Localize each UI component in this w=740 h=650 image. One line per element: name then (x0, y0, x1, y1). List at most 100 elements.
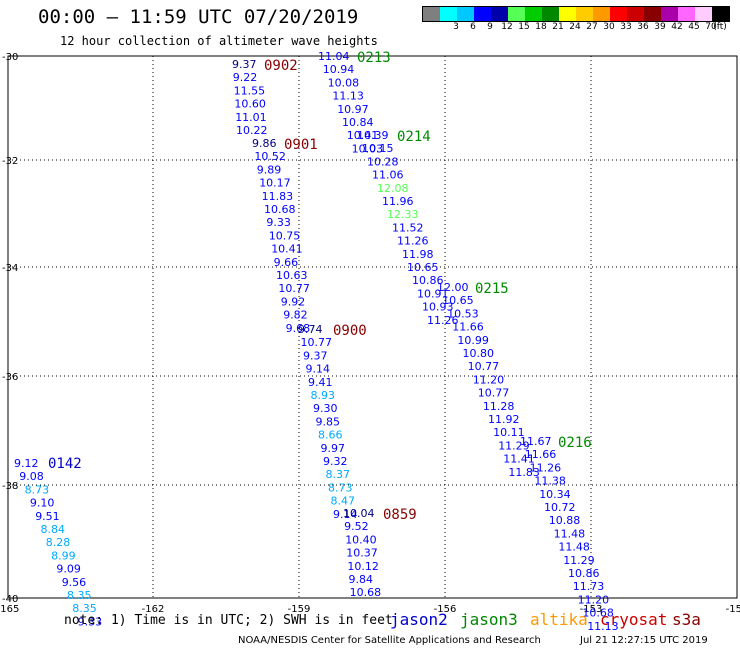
wave-height-value: 9.41 (308, 376, 333, 389)
colorbar-swatch (661, 7, 678, 21)
wave-height-value: 10.97 (337, 103, 369, 116)
wave-height-value: 11.52 (392, 221, 424, 234)
wave-height-value: 11.29 (498, 439, 530, 452)
wave-height-value: 11.83 (508, 466, 540, 479)
wave-height-value: 10.86 (568, 567, 600, 580)
wave-height-value: 10.39 (357, 129, 389, 142)
wave-height-value: 9.89 (257, 163, 282, 176)
wave-height-value: 9.32 (323, 455, 348, 468)
wave-height-value: 11.06 (372, 169, 404, 182)
lon-tick-label: -150 (726, 604, 740, 615)
colorbar-swatch (695, 7, 712, 21)
lon-tick-label: -165 (0, 604, 19, 615)
wave-height-value: 10.75 (269, 229, 301, 242)
colorbar-label: 36 (637, 22, 649, 32)
wave-height-value: 10.88 (549, 514, 581, 527)
wave-height-value: 8.93 (311, 389, 336, 402)
wave-height-value: 9.92 (281, 295, 306, 308)
wave-height-value: 9.08 (19, 470, 44, 483)
pass-time-label: 0142 (48, 456, 82, 472)
wave-height-value: 10.11 (493, 426, 524, 439)
wave-height-value: 11.48 (554, 527, 586, 540)
wave-height-value: 12.33 (387, 208, 419, 221)
wave-height-value: 9.12 (14, 457, 39, 470)
colorbar-label: 33 (620, 22, 632, 32)
wave-height-value: 9.52 (344, 520, 369, 533)
wave-height-value: 10.15 (362, 142, 394, 155)
map-subtitle: 12 hour collection of altimeter wave hei… (60, 34, 378, 48)
colorbar-swatch (678, 7, 695, 21)
wave-height-value: 11.67 (520, 435, 552, 448)
colorbar-swatch (423, 7, 440, 21)
pass-time-label: 0900 (333, 323, 367, 339)
wave-height-value: 11.20 (473, 373, 505, 386)
wave-height-value: 11.13 (332, 90, 364, 103)
colorbar-label: 21 (552, 22, 564, 32)
wave-height-value: 10.77 (478, 387, 510, 400)
wave-height-value: 10.41 (271, 243, 303, 256)
wave-height-value: 10.08 (328, 76, 360, 89)
wave-height-value: 9.86 (252, 137, 277, 150)
wave-height-value: 11.73 (573, 580, 605, 593)
wave-height-value: 9.37 (232, 58, 257, 71)
lat-tick-label: -30 (2, 52, 18, 63)
wave-height-value: 8.28 (46, 536, 71, 549)
lon-tick-label: -156 (434, 604, 457, 615)
colorbar-swatch (542, 7, 559, 21)
footer-credit: NOAA/NESDIS Center for Satellite Applica… (238, 635, 541, 646)
wave-height-value: 10.41 (347, 129, 379, 142)
wave-height-value: 10.68 (264, 203, 296, 216)
colorbar-label: 15 (518, 22, 530, 32)
lat-tick-label: -32 (2, 156, 18, 167)
wave-height-value: 11.83 (262, 190, 294, 203)
pass-time-label: 0216 (558, 435, 592, 451)
colorbar-label: 18 (535, 22, 547, 32)
colorbar-swatch (457, 7, 474, 21)
legend-s3a: s3a (672, 610, 701, 629)
wave-height-value: 11.48 (558, 541, 590, 554)
wave-height-value: 9.09 (56, 563, 81, 576)
wave-height-value: 12.00 (437, 281, 469, 294)
wave-height-value: 8.35 (72, 602, 97, 615)
wave-height-value: 11.20 (578, 593, 610, 606)
wave-height-value: 10.65 (407, 261, 439, 274)
wave-height-value: 9.30 (313, 402, 338, 415)
wave-height-value: 11.13 (587, 620, 619, 633)
wave-height-value: 10.63 (276, 269, 308, 282)
colorbar-swatch (627, 7, 644, 21)
wave-height-value: 10.68 (350, 586, 382, 599)
wave-height-value: 11.29 (563, 554, 595, 567)
colorbar-swatch (644, 7, 661, 21)
wave-height-value: 8.66 (318, 429, 343, 442)
wave-height-value: 9.33 (266, 216, 291, 229)
wave-height-value: 11.28 (483, 400, 515, 413)
wave-height-value: 10.03 (352, 142, 384, 155)
wave-height-value: 10.28 (367, 155, 399, 168)
wave-height-value: 10.52 (254, 150, 286, 163)
lon-tick-label: -153 (580, 604, 603, 615)
wave-height-value: 12.08 (377, 182, 409, 195)
wave-height-value: 10.86 (412, 274, 444, 287)
wave-height-value: 11.98 (402, 248, 434, 261)
wave-height-value: 10.72 (544, 501, 576, 514)
colorbar-swatch (440, 7, 457, 21)
wave-height-value: 8.73 (328, 481, 353, 494)
wave-height-value: 11.26 (530, 461, 562, 474)
colorbar-swatch (712, 7, 729, 21)
wave-height-value: 9.74 (298, 323, 323, 336)
colorbar-label: 45 (688, 22, 700, 32)
wave-height-value: 9.97 (321, 442, 346, 455)
wave-height-value: 11.26 (397, 235, 429, 248)
map-title: 00:00 – 11:59 UTC 07/20/2019 (38, 6, 359, 28)
wave-height-value: 10.04 (343, 507, 375, 520)
wave-height-value: 10.99 (457, 334, 489, 347)
lat-tick-label: -40 (2, 594, 18, 605)
wave-height-value: 9.22 (233, 71, 257, 84)
pass-time-label: 0901 (284, 137, 318, 153)
wave-height-value: 8.73 (25, 483, 49, 496)
pass-time-label: 0213 (357, 50, 391, 66)
wave-height-value: 10.93 (422, 301, 454, 314)
wave-height-value: 10.17 (259, 177, 291, 190)
